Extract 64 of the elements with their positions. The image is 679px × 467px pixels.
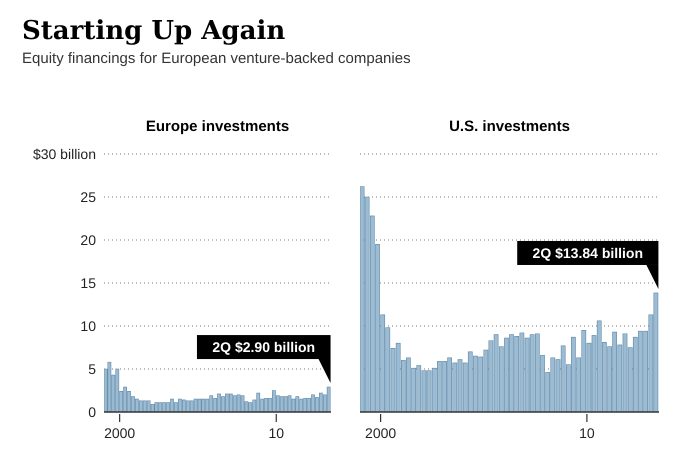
bar <box>236 394 240 412</box>
bar <box>166 402 170 412</box>
bar <box>307 398 311 412</box>
text: Equity financings for European venture-backed companies <box>22 50 411 67</box>
bar <box>182 400 186 412</box>
bar <box>225 394 229 412</box>
bar <box>217 394 221 412</box>
y-tick-label: 15 <box>80 274 96 291</box>
bar <box>174 402 178 412</box>
bar <box>284 396 288 412</box>
bar <box>150 404 154 412</box>
text: Starting Up Again <box>22 16 286 46</box>
bar <box>198 398 202 412</box>
bar <box>280 396 284 412</box>
bar <box>138 400 143 412</box>
bar <box>288 395 292 412</box>
bar <box>311 394 315 412</box>
bar <box>209 395 214 412</box>
bar <box>299 398 304 412</box>
chart-title: Europe investments <box>144 118 290 137</box>
x-tick-label: 10 <box>268 425 284 441</box>
bar <box>135 398 139 412</box>
bar <box>295 396 300 412</box>
bar <box>146 400 150 412</box>
bar <box>162 402 166 412</box>
annotation: 2Q $2.90 billion <box>212 339 316 356</box>
chart-title: U.S. investments <box>448 118 571 137</box>
bar <box>326 386 331 412</box>
bar <box>190 400 194 412</box>
bar <box>228 394 233 412</box>
bar <box>256 392 260 412</box>
bar <box>248 402 252 412</box>
y-tick-label: 25 <box>80 188 96 205</box>
y-tick-label: 5 <box>88 360 96 377</box>
bar <box>221 396 225 412</box>
bar <box>142 400 147 412</box>
bar <box>232 395 237 412</box>
bar <box>303 398 308 412</box>
x-tick-label: 10 <box>579 425 595 441</box>
bar <box>108 362 112 412</box>
bar <box>123 386 127 412</box>
bar <box>154 402 158 412</box>
bar <box>272 390 276 412</box>
bar <box>186 400 190 412</box>
bar <box>178 398 182 412</box>
bar <box>213 398 218 412</box>
bar <box>264 398 268 412</box>
bar <box>205 398 210 412</box>
bar <box>319 392 323 412</box>
y-tick-label: 0 <box>88 404 96 420</box>
y-tick-label: 10 <box>80 318 96 334</box>
y-tick-label: $30 billion <box>32 146 96 162</box>
bar <box>202 398 206 412</box>
x-tick-label: 2000 <box>104 425 136 441</box>
bar <box>194 398 198 412</box>
bar <box>170 398 174 412</box>
bar <box>115 368 120 412</box>
y-tick-label: 20 <box>80 232 96 248</box>
bar <box>240 395 244 412</box>
annotation: 2Q $13.84 billion <box>532 244 644 261</box>
bar <box>292 398 296 412</box>
bar <box>315 397 319 412</box>
bar <box>158 402 162 412</box>
x-tick-label: 2000 <box>365 425 396 441</box>
